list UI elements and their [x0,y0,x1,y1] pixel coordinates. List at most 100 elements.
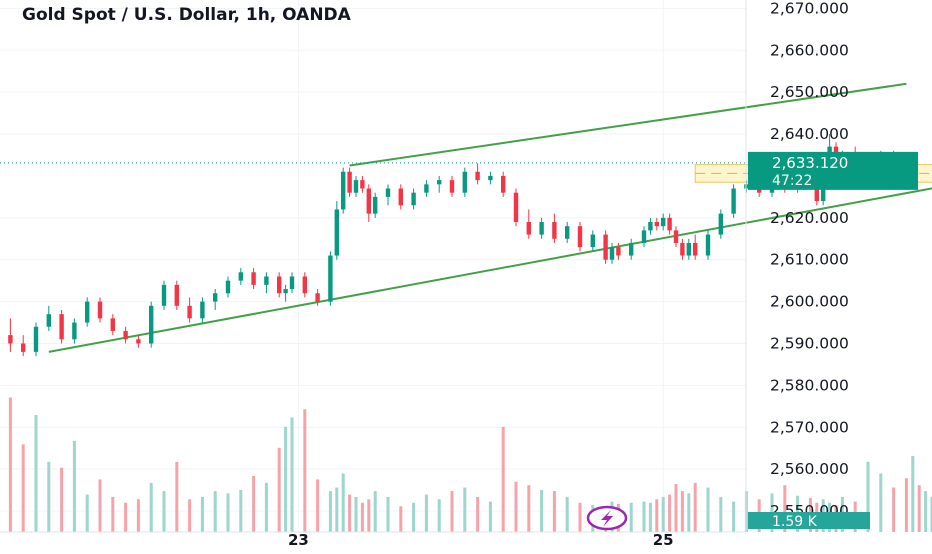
candle-body [98,302,102,319]
candle-body [648,222,652,230]
candle-body [264,276,268,284]
candle-body [475,172,479,180]
volume-bar [489,502,492,532]
volume-bar [265,483,268,532]
candle-body [354,180,358,193]
volume-bar [707,488,710,532]
volume-bar [566,497,569,532]
volume-bar [540,490,543,532]
price-tick-label: 2,580.000 [770,376,849,394]
candle-body [123,331,127,339]
volume-bar [303,409,306,532]
volume-bar [73,441,76,532]
candle-body [514,193,518,222]
volume-bar [175,462,178,532]
volume-bar [163,491,166,532]
volume-bar [239,490,242,532]
candle-body [360,180,364,188]
volume-bar [911,456,914,532]
volume-bar [367,499,370,532]
price-tick-label: 2,590.000 [770,334,849,352]
volume-bar [86,495,89,532]
candle-body [687,243,691,256]
volume-bar [719,497,722,532]
volume-bar [252,476,255,532]
candle-body [149,306,153,344]
volume-bar [22,444,25,532]
volume-bar [227,493,230,532]
volume-bar [188,499,191,532]
candle-body [21,343,25,351]
lightning-icon[interactable] [588,507,626,529]
volume-bar [694,483,697,532]
volume-bar [527,485,530,532]
volume-bar [412,503,415,532]
price-tick-label: 2,660.000 [770,41,849,59]
price-tick-label: 2,620.000 [770,209,849,227]
candle-body [277,276,281,293]
price-axis[interactable]: 2,670.0002,660.0002,650.0002,640.0002,62… [770,0,849,520]
volume-bar [284,427,287,532]
volume-bar [387,497,390,532]
candle-body [655,222,659,226]
candle-body [488,176,492,180]
volume-bar [111,497,114,532]
candle-body [213,293,217,301]
chart-title: Gold Spot / U.S. Dollar, 1h, OANDA [22,5,352,25]
candle-body [616,247,620,255]
volume-bar [316,479,319,532]
volume-bar [47,462,50,532]
candle-body [8,335,12,343]
volume-bar [201,497,204,532]
volume-bar [924,491,927,532]
candle-body [661,218,665,226]
volume-bar [425,495,428,532]
candle-body [335,209,339,255]
candle-body [315,293,319,301]
volume-bar [348,495,351,532]
candle-body [680,243,684,256]
price-tick-label: 2,670.000 [770,0,849,17]
volume-bar [668,495,671,532]
volume-bar [355,497,358,532]
volume-bar [451,491,454,532]
candle-body [706,235,710,256]
candle-body [34,327,38,352]
volume-bar [214,491,217,532]
volume-bar [99,479,102,532]
volume-bar [399,506,402,532]
volume-bar [35,415,38,532]
volume-bar [905,478,908,532]
candle-body [603,235,607,260]
candle-body [341,172,345,210]
candle-body [373,197,377,214]
volume-bar [9,398,12,532]
volume-bar [291,417,294,532]
candle-body [399,189,403,206]
volume-bar [342,474,345,532]
candle-body [283,289,287,293]
volume-bar [553,491,556,532]
candle-body [424,184,428,192]
price-tick-label: 2,650.000 [770,83,849,101]
candle-body [111,318,115,331]
candle-body [175,285,179,306]
candle-body [303,276,307,293]
volume-bar [630,503,633,532]
candle-body [251,272,255,285]
candle-body [367,189,371,214]
candle-body [463,172,467,193]
volume-bar [655,499,658,532]
candle-body [72,323,76,340]
candle-body [552,222,556,239]
volume-bar [329,491,332,532]
time-axis[interactable]: 232530 [288,531,932,549]
price-tick-label: 2,610.000 [770,251,849,269]
candle-body [450,180,454,193]
candle-body [328,256,332,302]
candle-body [527,222,531,235]
volume-bar [732,502,735,532]
candle-body [610,247,614,260]
volume-bar [124,503,127,532]
